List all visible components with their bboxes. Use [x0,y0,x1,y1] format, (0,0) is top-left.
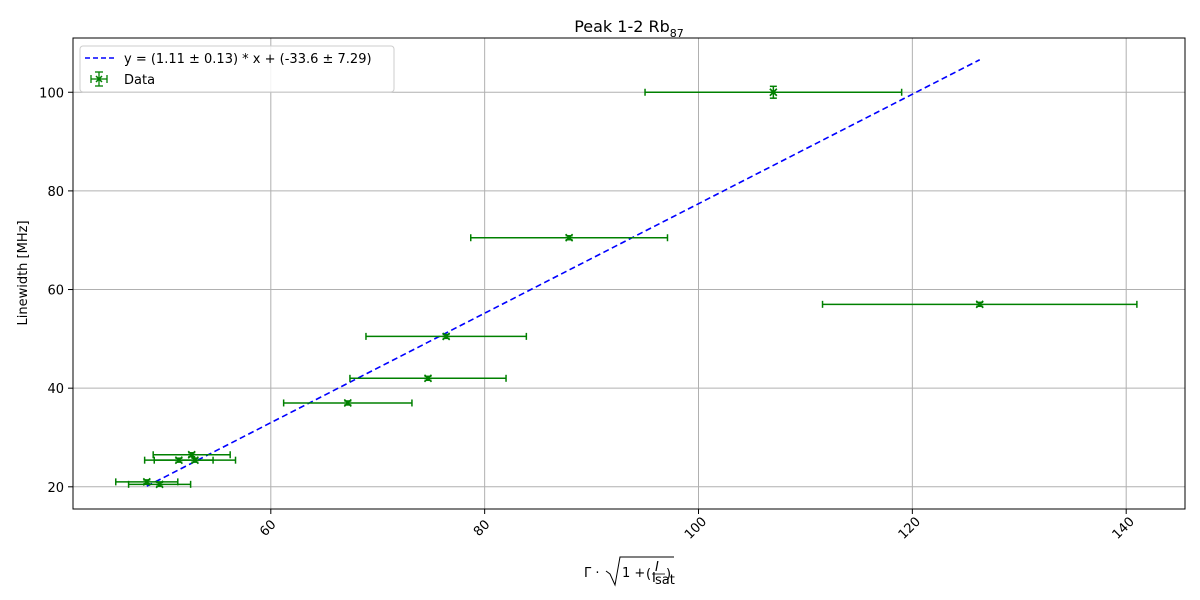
fit-line-layer [146,59,981,487]
x-tick-label: 140 [1110,514,1138,542]
y-ticks: 20 40 60 80 100 [39,86,73,496]
x-tick-label: 120 [896,514,924,542]
data-point-2 [127,480,192,489]
data-point-6 [282,398,413,408]
svg-text:1 +: 1 + [622,566,645,581]
svg-text:Γ ·: Γ · [584,566,600,581]
legend-box [79,45,395,93]
x-marker [565,233,574,242]
x-ticks: 60 80 100 120 140 [257,509,1138,543]
legend: y = (1.11 ± 0.13) * x + (-33.6 ± 7.29) D… [79,45,395,93]
data-point-10 [644,85,903,99]
sqrt-sign [605,556,674,587]
plot-frame [72,37,1186,510]
svg-text:(: ( [646,567,651,582]
legend-data-swatch [90,71,108,87]
x-tick-label: 60 [257,517,279,539]
data-point-8 [365,332,528,341]
data-point-9 [470,233,669,242]
x-marker [190,456,199,465]
x-tick-label: 100 [682,514,710,542]
legend-data-label: Data [124,73,155,88]
data-point-5 [152,450,231,459]
x-marker [423,374,433,383]
y-tick-label: 60 [47,284,64,299]
svg-text:sat: sat [655,573,675,588]
y-tick-label: 40 [47,382,64,397]
x-tick-label: 80 [471,517,493,539]
svg-text:I: I [652,571,656,586]
svg-text:I: I [655,560,659,575]
data-point-7 [349,374,507,383]
x-marker [769,88,778,97]
y-axis-label: Linewidth [MHz] [16,220,31,325]
chart-title-subscript: 87 [670,27,684,40]
y-tick-label: 100 [39,86,64,101]
x-marker [442,332,451,341]
data-point-11 [821,300,1138,309]
chart-title: Peak 1-2 Rb87 [574,17,684,40]
svg-text:): ) [666,567,671,582]
x-marker [155,480,164,489]
x-axis-label: Γ · 1 + ( I I sat ) [584,556,675,588]
y-tick-label: 20 [47,481,64,496]
y-tick-label: 80 [47,185,64,200]
x-marker [975,300,984,309]
x-marker [187,450,196,459]
x-marker [343,398,352,408]
grid-lines [73,38,1185,509]
fit-line [146,59,981,487]
legend-fit-label: y = (1.11 ± 0.13) * x + (-33.6 ± 7.29) [124,52,372,67]
data-points-layer [115,85,1138,489]
